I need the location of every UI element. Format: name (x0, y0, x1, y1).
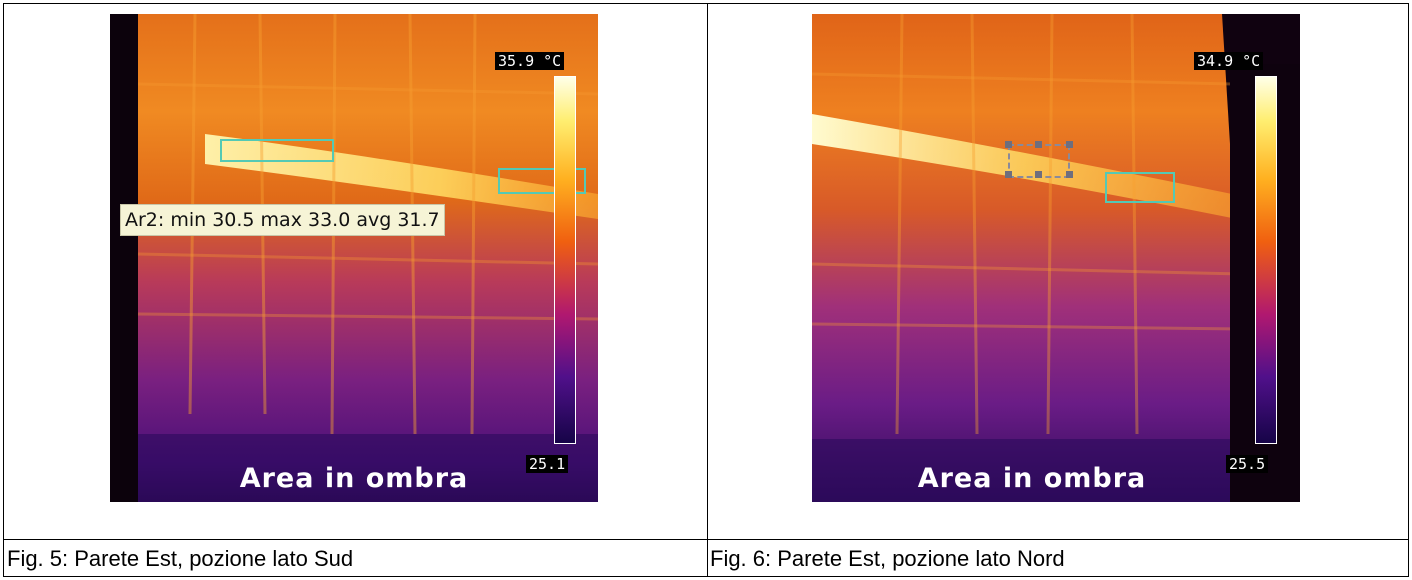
figure-caption-fig5: Fig. 5: Parete Est, pozione lato Sud (7, 546, 354, 571)
roi-rectangle-ar2[interactable] (498, 168, 586, 194)
scale-min-label: 25.1 (526, 455, 569, 473)
roi-handle[interactable] (1066, 141, 1073, 148)
roi-rectangle-ar1[interactable] (220, 139, 334, 162)
temperature-scale-bar (554, 76, 576, 444)
figure-table (3, 3, 1409, 577)
overlay-label: Area in ombra (239, 463, 469, 494)
overlay-label: Area in ombra (917, 463, 1147, 494)
table-divider-horizontal (4, 539, 1408, 540)
roi-tooltip: Ar2: min 30.5 max 33.0 avg 31.7 (120, 204, 445, 236)
temperature-scale-bar (1255, 76, 1277, 444)
thermal-image-fig5: Ar2: min 30.5 max 33.0 avg 31.7 35.9 °C … (110, 14, 598, 502)
roi-handle[interactable] (1005, 171, 1012, 178)
figure-caption-fig6: Fig. 6: Parete Est, pozione lato Nord (710, 546, 1065, 571)
roi-handle[interactable] (1066, 171, 1073, 178)
roi-handle[interactable] (1035, 171, 1042, 178)
table-divider-vertical (707, 4, 708, 576)
thermal-image-fig6: 34.9 °C 25.5 Area in ombra (812, 14, 1300, 502)
roi-handle[interactable] (1005, 141, 1012, 148)
roi-handle[interactable] (1035, 141, 1042, 148)
scale-max-label: 35.9 °C (495, 52, 565, 70)
scale-max-label: 34.9 °C (1194, 52, 1264, 70)
scale-min-label: 25.5 (1226, 455, 1269, 473)
roi-rectangle-ar2[interactable] (1105, 172, 1175, 203)
